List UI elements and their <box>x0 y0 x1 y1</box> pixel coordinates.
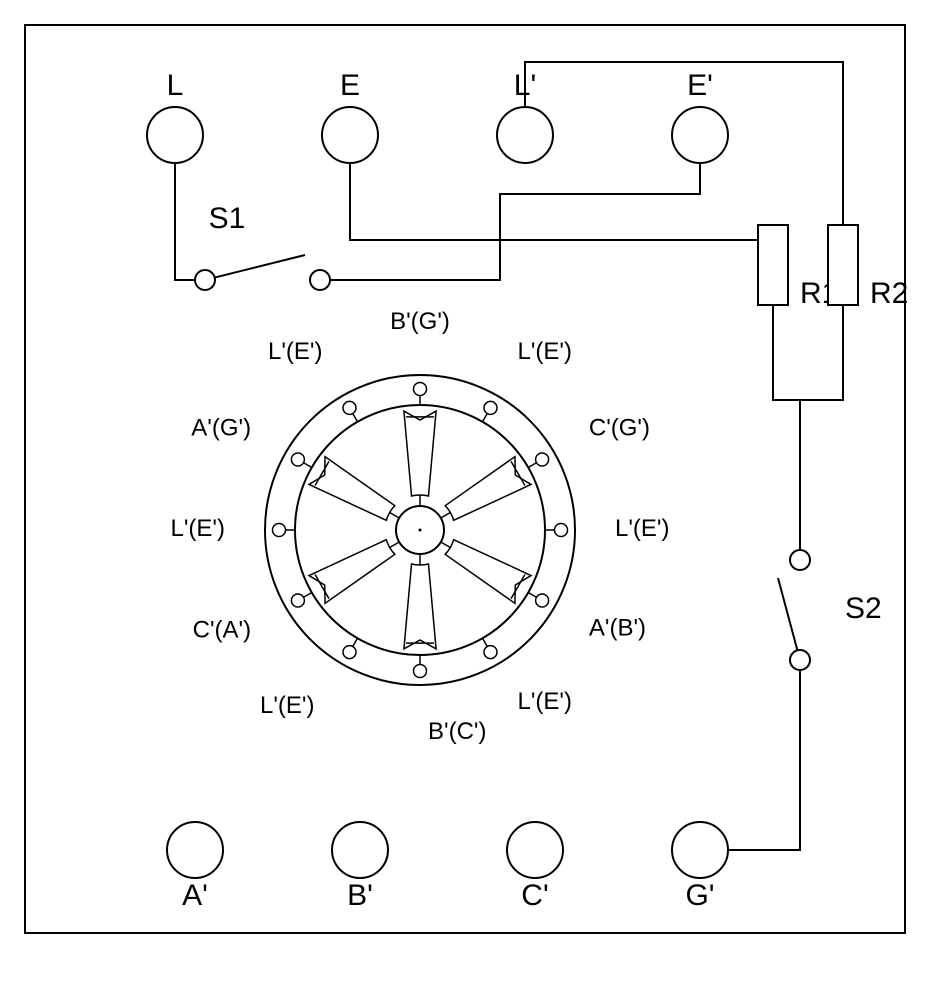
terminal-Ep <box>672 107 728 163</box>
resistor-R2 <box>828 225 858 305</box>
rotary-label-6: B'(C') <box>428 718 487 745</box>
rotary-contact-7 <box>343 646 356 659</box>
terminal-label-Lp: L' <box>514 69 536 102</box>
rotary-label-10: A'(G') <box>191 415 251 442</box>
rotary-label-11: L'(E') <box>268 338 323 365</box>
terminal-Bp <box>332 822 388 878</box>
rotary-contact-0 <box>414 383 427 396</box>
terminal-label-Ep: E' <box>687 69 713 102</box>
terminal-Ap <box>167 822 223 878</box>
rotary-contact-6 <box>414 665 427 678</box>
switch-s1-pin2 <box>310 270 330 290</box>
rotary-contact-10 <box>291 453 304 466</box>
switch-s2-label: S2 <box>845 592 882 625</box>
rotary-contact-4 <box>536 594 549 607</box>
terminal-label-Ap: A' <box>182 879 208 912</box>
rotary-label-5: L'(E') <box>518 688 573 715</box>
switch-s1-pin1 <box>195 270 215 290</box>
rotary-center-dot <box>419 529 422 532</box>
terminal-Gp <box>672 822 728 878</box>
rotary-contact-1 <box>484 401 497 414</box>
rotary-label-1: L'(E') <box>518 338 573 365</box>
rotary-contact-3 <box>555 524 568 537</box>
terminal-label-Cp: C' <box>521 879 548 912</box>
terminal-label-E: E <box>340 69 360 102</box>
terminal-label-L: L <box>167 69 184 102</box>
terminal-Cp <box>507 822 563 878</box>
terminal-Lp <box>497 107 553 163</box>
resistor-R1 <box>758 225 788 305</box>
rotary-contact-9 <box>273 524 286 537</box>
switch-s1-label: S1 <box>209 202 246 235</box>
rotary-contact-8 <box>291 594 304 607</box>
rotary-label-9: L'(E') <box>170 515 225 542</box>
resistor-label-R2: R2 <box>870 277 908 310</box>
switch-s2-pin1 <box>790 550 810 570</box>
rotary-contact-11 <box>343 401 356 414</box>
terminal-L <box>147 107 203 163</box>
rotary-label-2: C'(G') <box>589 415 650 442</box>
rotary-label-7: L'(E') <box>260 692 315 719</box>
terminal-label-Bp: B' <box>347 879 373 912</box>
rotary-label-3: L'(E') <box>615 515 670 542</box>
terminal-E <box>322 107 378 163</box>
rotary-contact-2 <box>536 453 549 466</box>
switch-s2-pin2 <box>790 650 810 670</box>
rotary-label-8: C'(A') <box>193 617 252 644</box>
rotary-contact-5 <box>484 646 497 659</box>
rotary-label-0: B'(G') <box>390 308 450 335</box>
rotary-label-4: A'(B') <box>589 615 646 642</box>
terminal-label-Gp: G' <box>685 879 714 912</box>
